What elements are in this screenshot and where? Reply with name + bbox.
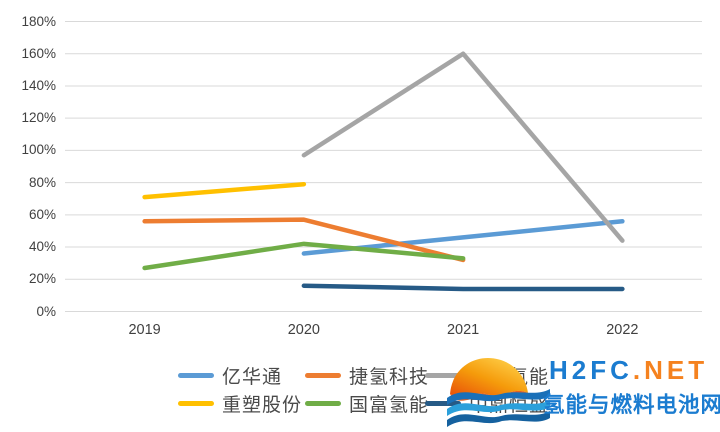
y-axis-tick-label: 140% <box>21 77 56 93</box>
series-line-国富氢能 <box>142 241 466 271</box>
watermark-site-name-orange: .NET <box>632 355 709 385</box>
legend-item-重塑股份: 重塑股份 <box>178 391 303 416</box>
series-line-捷氢科技 <box>142 217 466 263</box>
x-axis-tick-label: 2021 <box>446 322 480 338</box>
wave-icon <box>447 411 550 427</box>
series-line-重塑股份 <box>142 181 307 200</box>
wave-icon <box>447 400 550 416</box>
watermark-site-tagline: 氢能与燃料电池网 <box>543 392 720 417</box>
watermark-site-name: H2FC.NET <box>549 356 720 385</box>
y-axis-tick-label: 0% <box>36 303 56 319</box>
legend-marker <box>178 372 214 378</box>
legend-item-国富氢能: 国富氢能 <box>305 391 430 416</box>
legend-label: 重塑股份 <box>222 394 303 416</box>
x-axis-tick-label: 2019 <box>128 322 161 338</box>
legend-marker <box>305 372 341 378</box>
y-axis-tick-label: 100% <box>21 142 56 158</box>
legend-item-亿华通: 亿华通 <box>178 363 283 388</box>
watermark-text: H2FC.NET 氢能与燃料电池网 <box>543 356 720 419</box>
y-axis-tick-label: 120% <box>21 110 56 126</box>
legend-marker <box>178 400 214 406</box>
watermark: H2FC.NET 氢能与燃料电池网 <box>443 348 720 432</box>
legend-marker <box>425 372 461 378</box>
y-axis-tick-label: 160% <box>21 45 56 61</box>
series-line-中鼎恒盛 <box>301 283 625 292</box>
y-axis-tick-label: 80% <box>28 174 56 190</box>
watermark-site-name-blue: H2FC <box>549 355 633 385</box>
y-axis-tick-label: 180% <box>21 13 56 29</box>
y-axis-tick-label: 60% <box>28 206 56 222</box>
y-axis-tick-label: 40% <box>28 239 56 255</box>
legend-marker <box>425 400 461 406</box>
legend-label: 捷氢科技 <box>349 366 430 388</box>
h2fc-logo <box>447 358 550 427</box>
series-line-国鸿氢能 <box>301 51 625 243</box>
y-axis-tick-label: 20% <box>28 271 56 287</box>
legend-label: 国富氢能 <box>349 394 430 416</box>
legend-item-捷氢科技: 捷氢科技 <box>305 363 430 388</box>
legend-marker <box>305 400 341 406</box>
sun-icon <box>450 358 528 397</box>
x-axis-tick-label: 2020 <box>287 322 320 338</box>
wave-icon <box>447 389 550 405</box>
x-axis-tick-label: 2022 <box>606 322 639 338</box>
legend-label: 亿华通 <box>222 366 283 388</box>
